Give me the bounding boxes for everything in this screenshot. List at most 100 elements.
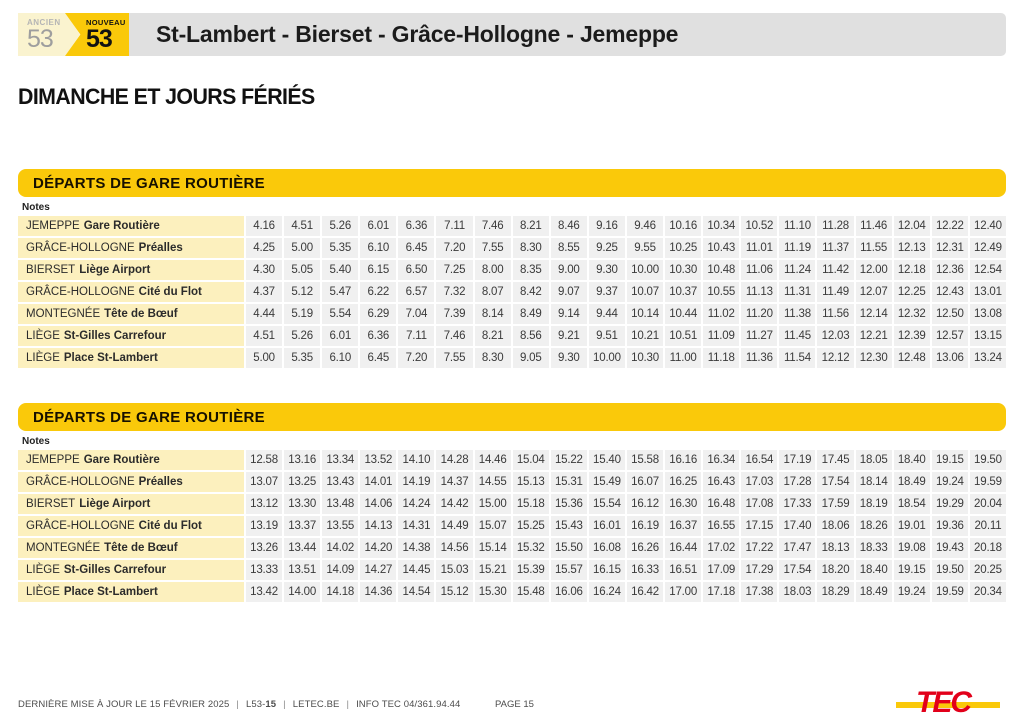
departure-time-cell: 17.22: [741, 538, 778, 558]
departure-time-cell: 16.44: [665, 538, 702, 558]
departure-time-cell: 17.45: [817, 450, 854, 470]
departure-time-cell: 16.06: [550, 582, 587, 602]
departure-time-cell: 15.25: [512, 516, 549, 536]
departure-time-cell: 6.15: [360, 260, 397, 280]
departure-time-cell: 8.55: [550, 238, 587, 258]
timetable-row: GRÂCE-HOLLOGNE Préalles 13.07 13.25 13.43 14.…: [18, 472, 1006, 492]
departure-time-cell: 13.16: [284, 450, 321, 470]
departure-time-cell: 15.30: [474, 582, 511, 602]
departure-time-cell: 14.31: [398, 516, 435, 536]
departure-time-cell: 12.22: [931, 216, 968, 236]
departure-time-cell: 6.29: [360, 304, 397, 324]
departure-time-cell: 14.36: [360, 582, 397, 602]
departure-time-cell: 13.01: [969, 282, 1006, 302]
departure-time-cell: 11.31: [779, 282, 816, 302]
timetable-row: GRÂCE-HOLLOGNE Préalles 4.25 5.00 5.35 6.10 6.…: [18, 238, 1006, 258]
departure-time-cell: 10.43: [703, 238, 740, 258]
departure-time-cell: 18.05: [855, 450, 892, 470]
departure-time-cell: 5.40: [322, 260, 359, 280]
departure-time-cell: 5.19: [284, 304, 321, 324]
departure-time-cell: 9.05: [512, 348, 549, 368]
departure-time-cell: 11.27: [741, 326, 778, 346]
stop-label: Liège Airport: [79, 264, 151, 276]
timetable-row: LIÈGE Place St-Lambert 13.42 14.00 14.18 14.3…: [18, 582, 1006, 602]
tec-logo-text: TEC: [916, 686, 972, 719]
departure-time-cell: 16.07: [626, 472, 664, 492]
departure-time-cell: 9.25: [588, 238, 625, 258]
departure-time-cell: 6.01: [322, 326, 359, 346]
departure-time-cell: 18.49: [855, 582, 892, 602]
departure-time-cell: 15.57: [550, 560, 587, 580]
departure-time-cell: 6.50: [398, 260, 435, 280]
departure-time-cell: 11.01: [741, 238, 778, 258]
departure-time-cell: 19.36: [931, 516, 968, 536]
departure-time-cell: 17.54: [779, 560, 816, 580]
timetable-morning: DÉPARTS DE GARE ROUTIÈRE Notes JEMEPPE Ga…: [18, 169, 1006, 370]
departure-time-cell: 14.24: [398, 494, 435, 514]
departure-time-cell: 18.29: [817, 582, 854, 602]
stop-locality: LIÈGE: [26, 586, 60, 598]
stop-locality: BIERSET: [26, 498, 76, 510]
departure-time-cell: 14.09: [322, 560, 359, 580]
departure-time-cell: 7.46: [474, 216, 511, 236]
departure-time-cell: 14.18: [322, 582, 359, 602]
departure-time-cell: 6.22: [360, 282, 397, 302]
departure-time-cell: 15.54: [588, 494, 625, 514]
footer-info-line: DERNIÈRE MISE À JOUR LE 15 FÉVRIER 2025 |…: [18, 699, 460, 710]
departure-time-cell: 10.44: [665, 304, 702, 324]
timetable-row: JEMEPPE Gare Routière 12.58 13.16 13.34 13.52…: [18, 450, 1006, 470]
departure-time-cell: 16.19: [626, 516, 664, 536]
departure-time-cell: 7.20: [436, 238, 473, 258]
departure-time-cell: 9.16: [588, 216, 625, 236]
departure-time-cell: 15.00: [474, 494, 511, 514]
departure-time-cell: 5.54: [322, 304, 359, 324]
departure-time-cell: 16.30: [665, 494, 702, 514]
new-line-badge: NOUVEAU 53: [65, 13, 129, 56]
departure-time-cell: 8.07: [474, 282, 511, 302]
departure-time-cell: 9.37: [588, 282, 625, 302]
stop-name-cell: LIÈGE St-Gilles Carrefour: [18, 560, 244, 580]
stop-label: Gare Routière: [83, 220, 160, 232]
departure-time-cell: 12.07: [855, 282, 892, 302]
timetable-row: GRÂCE-HOLLOGNE Cité du Flot 4.37 5.12 5.47 6.…: [18, 282, 1006, 302]
footer-separator: |: [236, 699, 239, 710]
departure-time-cell: 19.15: [931, 450, 968, 470]
departure-time-cell: 14.20: [360, 538, 397, 558]
departure-time-cell: 11.55: [855, 238, 892, 258]
departure-time-cell: 20.25: [969, 560, 1006, 580]
timetable-afternoon: DÉPARTS DE GARE ROUTIÈRE Notes JEMEPPE Ga…: [18, 403, 1006, 604]
departure-time-cell: 14.54: [398, 582, 435, 602]
departure-time-cell: 4.16: [246, 216, 283, 236]
departure-time-cell: 16.42: [626, 582, 664, 602]
stop-label: Liège Airport: [79, 498, 151, 510]
departure-time-cell: 12.12: [817, 348, 854, 368]
departure-time-cell: 9.30: [550, 348, 587, 368]
departure-time-cell: 13.26: [246, 538, 283, 558]
departure-time-cell: 18.13: [817, 538, 854, 558]
stop-locality: LIÈGE: [26, 330, 60, 342]
stop-label: Gare Routière: [83, 454, 160, 466]
stop-locality: GRÂCE-HOLLOGNE: [26, 286, 135, 298]
departure-time-cell: 9.21: [550, 326, 587, 346]
departure-time-cell: 11.56: [817, 304, 854, 324]
departure-time-cell: 10.48: [703, 260, 740, 280]
departure-time-cell: 9.44: [588, 304, 625, 324]
timetable-rows: JEMEPPE Gare Routière 12.58 13.16 13.34 13.52…: [18, 450, 1006, 602]
departure-time-cell: 14.37: [436, 472, 473, 492]
stop-locality: MONTEGNÉE: [26, 308, 101, 320]
departure-time-cell: 18.14: [855, 472, 892, 492]
departure-time-cell: 8.56: [512, 326, 549, 346]
old-line-number: 53: [27, 24, 54, 53]
timetable-row: LIÈGE St-Gilles Carrefour 4.51 5.26 6.01 6.36…: [18, 326, 1006, 346]
notes-label: Notes: [22, 202, 50, 213]
departure-time-cell: 13.42: [246, 582, 283, 602]
departure-time-cell: 14.01: [360, 472, 397, 492]
stop-label: Préalles: [138, 476, 183, 488]
departure-time-cell: 17.08: [741, 494, 778, 514]
departure-time-cell: 18.03: [779, 582, 816, 602]
departure-time-cell: 15.18: [512, 494, 549, 514]
departure-time-cell: 6.36: [360, 326, 397, 346]
departure-time-cell: 7.04: [398, 304, 435, 324]
departure-time-cell: 19.59: [931, 582, 968, 602]
